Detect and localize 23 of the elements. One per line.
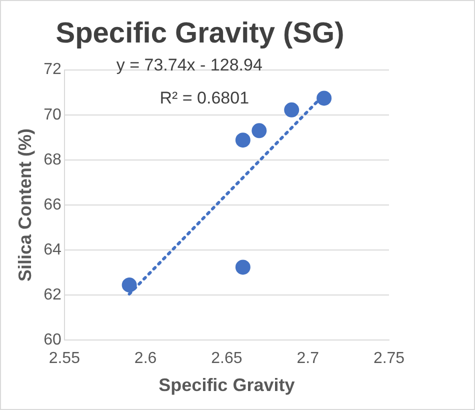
x-axis-title: Specific Gravity: [158, 375, 295, 396]
x-tick-label: 2.6: [134, 350, 157, 368]
annotation: R² = 0.6801: [160, 88, 250, 108]
y-tick-label: 68: [44, 151, 62, 168]
point: [252, 123, 267, 138]
y-tick-label: 66: [44, 196, 62, 214]
y-tick-label: 72: [44, 61, 62, 78]
point: [284, 102, 300, 118]
x-tick-label: 2.55: [48, 350, 80, 368]
point: [316, 90, 332, 106]
y-tick-label: 60: [44, 332, 62, 349]
x-tick-label: 2.65: [211, 350, 242, 368]
y-tick-label: 70: [44, 106, 62, 124]
y-axis-title: Silica Content (%): [14, 128, 35, 282]
x-tick-label: 2.75: [373, 350, 405, 368]
y-tick-label: 62: [44, 286, 62, 304]
point: [235, 132, 250, 148]
y-tick-label: 64: [44, 241, 62, 258]
point: [122, 277, 137, 292]
annotation: y = 73.74x - 128.94: [116, 55, 262, 74]
x-tick-label: 2.7: [296, 350, 320, 368]
point: [235, 260, 250, 275]
chart-title: Specific Gravity (SG): [56, 17, 344, 50]
